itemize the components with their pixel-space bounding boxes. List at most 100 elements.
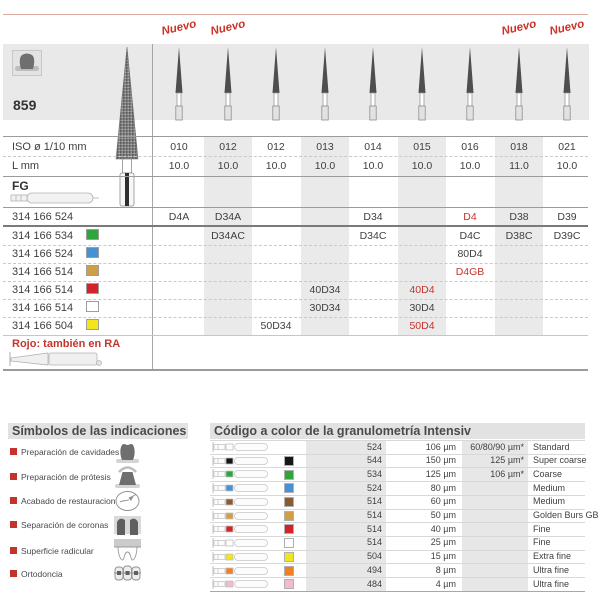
bur-illustration (224, 47, 232, 121)
grit-color-square (284, 511, 294, 521)
grit-color-square (86, 301, 99, 312)
grit-grid-line (210, 536, 585, 537)
code-cell: 30D4 (409, 302, 435, 314)
grit-color-square (284, 497, 294, 507)
ra-shank-illustration (9, 352, 102, 366)
bur-illustration (515, 47, 523, 121)
grit-bur-illustration (212, 511, 268, 521)
grit-code: 534 (366, 469, 382, 479)
code-cell: 30D34 (309, 302, 341, 314)
code-cell: 40D4 (409, 284, 435, 296)
grit-code: 514 (366, 524, 382, 534)
grit-bur-illustration (212, 566, 268, 576)
grid-line (3, 207, 588, 208)
grit-name: Standard (533, 442, 570, 452)
iso-value: 014 (364, 141, 382, 153)
column-shading (301, 136, 349, 335)
grit-color-square (86, 265, 99, 276)
grit-size: 4 µm (435, 579, 456, 589)
grit-size: 25 µm (430, 537, 456, 547)
code-cell: D38 (509, 211, 529, 223)
grit-color-square (284, 456, 294, 466)
grit-color-square (284, 483, 294, 493)
iso-value: 010 (170, 141, 188, 153)
grit-grid-line (210, 440, 585, 441)
l-value: 10.0 (362, 160, 384, 172)
grit-alt-size: 106 µm* (490, 469, 524, 479)
grit-size: 150 µm (425, 455, 456, 465)
grit-color-square (86, 283, 99, 294)
ref-number: 314 166 524 (12, 211, 74, 223)
crown-separation-icon (114, 516, 141, 535)
grid-line (3, 335, 588, 336)
iso-value: 021 (558, 141, 576, 153)
grit-bur-illustration (212, 497, 268, 507)
bur-illustration (321, 47, 329, 121)
cavity-preparation-icon (116, 443, 139, 463)
grit-name: Golden Burs GB (533, 510, 599, 520)
prosthesis-preparation-icon (115, 466, 140, 488)
fg-shank-illustration (10, 192, 99, 204)
symbol-label: Separación de coronas (21, 520, 109, 530)
grit-alt-size: 60/80/90 µm* (470, 442, 524, 452)
grit-name: Coarse (533, 469, 563, 479)
grid-line (3, 263, 588, 264)
iso-row-label: ISO ø 1/10 mm (12, 141, 87, 153)
grit-bur-illustration (212, 483, 268, 493)
grit-bur-illustration (212, 552, 268, 562)
orthodontics-icon (114, 565, 141, 581)
code-cell: D34A (214, 211, 242, 223)
grit-bur-illustration (212, 579, 268, 589)
iso-value: 012 (267, 141, 285, 153)
grit-code: 524 (366, 483, 382, 493)
grit-code: 484 (366, 579, 382, 589)
grit-code: 514 (366, 496, 382, 506)
figure-number: 859 (13, 97, 37, 113)
iso-value: 012 (219, 141, 237, 153)
grit-code: 494 (366, 565, 382, 575)
grit-color-square (284, 470, 294, 480)
bur-illustration (175, 47, 183, 121)
symbol-label: Superficie radicular (21, 546, 94, 556)
l-value: 10.0 (556, 160, 578, 172)
grit-name: Extra fine (533, 551, 572, 561)
column-shading (398, 136, 446, 335)
grid-line (3, 245, 588, 246)
code-cell: D39 (557, 211, 577, 223)
bullet-icon (10, 547, 17, 554)
bur-illustration (466, 47, 474, 121)
bullet-icon (10, 521, 17, 528)
code-cell: D4GB (455, 266, 485, 278)
ref-number: 314 166 524 (12, 248, 74, 260)
column-shading (495, 136, 543, 335)
grit-size: 8 µm (435, 565, 456, 575)
ref-number: 314 166 514 (12, 302, 74, 314)
grit-size: 125 µm (425, 469, 456, 479)
code-cell: D4A (168, 211, 190, 223)
grit-grid-line (210, 577, 585, 578)
code-cell: D34C (359, 230, 387, 242)
grit-name: Fine (533, 537, 551, 547)
bullet-icon (10, 570, 17, 577)
grit-size: 106 µm (425, 442, 456, 452)
grid-line (3, 281, 588, 282)
l-value: 10.0 (265, 160, 287, 172)
grid-line (3, 176, 588, 177)
grit-name: Medium (533, 496, 566, 506)
iso-value: 016 (461, 141, 479, 153)
l-value: 10.0 (168, 160, 190, 172)
symbol-label: Preparación de prótesis (21, 472, 111, 482)
grit-grid-line (210, 467, 585, 468)
grit-size: 40 µm (430, 524, 456, 534)
top-rule (3, 14, 588, 15)
grit-color-square (284, 538, 294, 548)
length-row-label: L mm (12, 160, 40, 172)
code-cell: D38C (505, 230, 533, 242)
l-value: 10.0 (314, 160, 336, 172)
grid-line (3, 225, 588, 227)
code-cell: 50D4 (409, 320, 435, 332)
code-cell: 80D4 (457, 248, 483, 260)
ref-number: 314 166 514 (12, 266, 74, 278)
grit-size: 60 µm (430, 496, 456, 506)
